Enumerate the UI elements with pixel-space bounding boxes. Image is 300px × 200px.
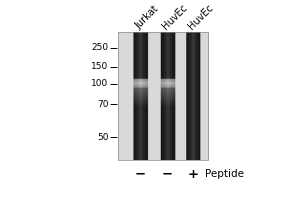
Bar bbox=[118, 32, 208, 160]
Text: +: + bbox=[188, 168, 199, 181]
Text: 100: 100 bbox=[91, 79, 108, 88]
Text: 70: 70 bbox=[97, 100, 108, 109]
Text: 250: 250 bbox=[91, 43, 108, 52]
Text: −: − bbox=[162, 168, 173, 181]
Text: −: − bbox=[135, 168, 146, 181]
Bar bbox=[118, 32, 208, 160]
Text: HuvEc: HuvEc bbox=[160, 2, 189, 31]
Text: HuvEc: HuvEc bbox=[186, 2, 215, 31]
Text: Peptide: Peptide bbox=[205, 169, 244, 179]
Text: 150: 150 bbox=[91, 62, 108, 71]
Text: Jurkat: Jurkat bbox=[133, 4, 160, 31]
Text: 50: 50 bbox=[97, 133, 108, 142]
